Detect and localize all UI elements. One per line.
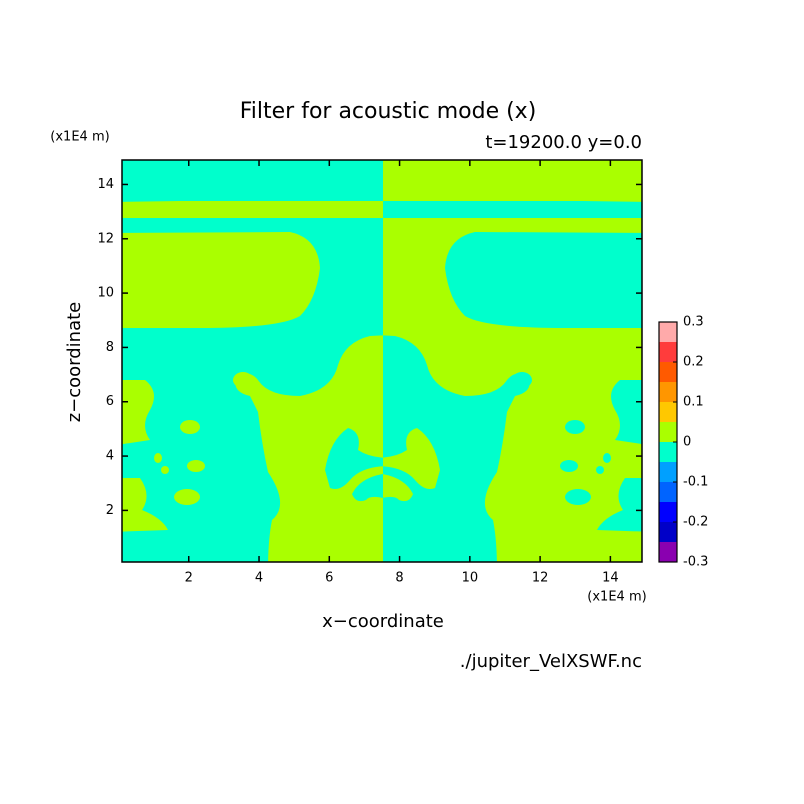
colorbar: -0.3 -0.2 -0.1 0 0.1 0.2 0.3	[658, 315, 708, 570]
y-tick-label: 8	[106, 340, 114, 355]
colorbar-label: 0.1	[683, 395, 704, 410]
x-tick-label: 8	[395, 571, 403, 586]
y-axis-label: z−coordinate	[64, 302, 85, 423]
contour-positive	[154, 453, 162, 463]
contour-positive	[122, 232, 320, 328]
contour-positive	[187, 460, 205, 472]
colorbar-label: 0	[683, 435, 691, 450]
contour-positive	[122, 201, 383, 218]
source-label: ./jupiter_VelXSWF.nc	[460, 651, 642, 672]
colorbar-label: -0.2	[683, 515, 708, 530]
contour-positive	[122, 380, 154, 445]
colorbar-swatch	[659, 362, 677, 382]
colorbar-swatch	[659, 442, 677, 462]
colorbar-swatch	[659, 422, 677, 442]
colorbar-swatch	[659, 482, 677, 502]
y-tick-label: 6	[106, 394, 114, 409]
contour-negative	[445, 232, 642, 328]
chart-title: Filter for acoustic mode (x)	[240, 99, 537, 124]
contour-negative	[611, 380, 642, 445]
subtitle: t=19200.0 y=0.0	[485, 132, 642, 153]
colorbar-swatch	[659, 402, 677, 422]
colorbar-swatch	[659, 542, 677, 562]
contour-negative	[565, 489, 591, 505]
y-tick-label: 12	[97, 231, 114, 246]
contour-positive	[383, 474, 413, 502]
contour-positive	[122, 478, 168, 532]
contour-negative	[512, 372, 532, 388]
x-axis-label: x−coordinate	[322, 611, 444, 632]
x-tick-label: 4	[255, 571, 263, 586]
colorbar-swatch	[659, 502, 677, 522]
x-unit: (x1E4 m)	[587, 590, 646, 605]
contour-negative	[603, 453, 611, 463]
plot-frame	[121, 159, 643, 563]
contour-positive	[505, 196, 642, 202]
colorbar-swatch	[659, 522, 677, 542]
colorbar-label: 0.3	[683, 315, 704, 330]
colorbar-label: -0.3	[683, 555, 708, 570]
y-tick-label: 10	[97, 286, 114, 301]
y-tick-label: 14	[97, 177, 114, 192]
x-tick-label: 10	[462, 571, 479, 586]
contour-negative	[596, 466, 604, 474]
x-tick-label: 12	[532, 571, 549, 586]
contour-positive	[383, 428, 440, 489]
contour-negative	[560, 460, 578, 472]
left-half	[122, 160, 383, 562]
colorbar-swatch	[659, 382, 677, 402]
contour-negative	[122, 196, 260, 202]
contour-field	[122, 160, 642, 562]
colorbar-swatch	[659, 322, 677, 342]
right-half	[383, 160, 642, 562]
contour-positive	[174, 489, 200, 505]
contour-negative	[383, 201, 642, 218]
contour-negative	[352, 474, 383, 502]
y-unit: (x1E4 m)	[50, 130, 109, 145]
contour-negative	[383, 335, 530, 562]
colorbar-swatch	[659, 342, 677, 362]
x-tick-label: 14	[602, 571, 619, 586]
y-tick-label: 2	[106, 503, 114, 518]
colorbar-swatch	[659, 462, 677, 482]
contour-positive	[233, 372, 253, 388]
contour-positive	[180, 420, 200, 434]
contour-negative	[565, 420, 585, 434]
y-tick-label: 4	[106, 449, 114, 464]
contour-positive	[161, 466, 169, 474]
contour-negative	[597, 478, 642, 532]
x-tick-label: 2	[185, 571, 193, 586]
axes: 2 4 6 8 10 12 14 2 4 6 8 10 12 14	[97, 160, 642, 586]
contour-positive	[235, 335, 383, 562]
colorbar-label: -0.1	[683, 475, 708, 490]
colorbar-label: 0.2	[683, 355, 704, 370]
x-tick-label: 6	[325, 571, 333, 586]
contour-negative	[325, 428, 383, 489]
